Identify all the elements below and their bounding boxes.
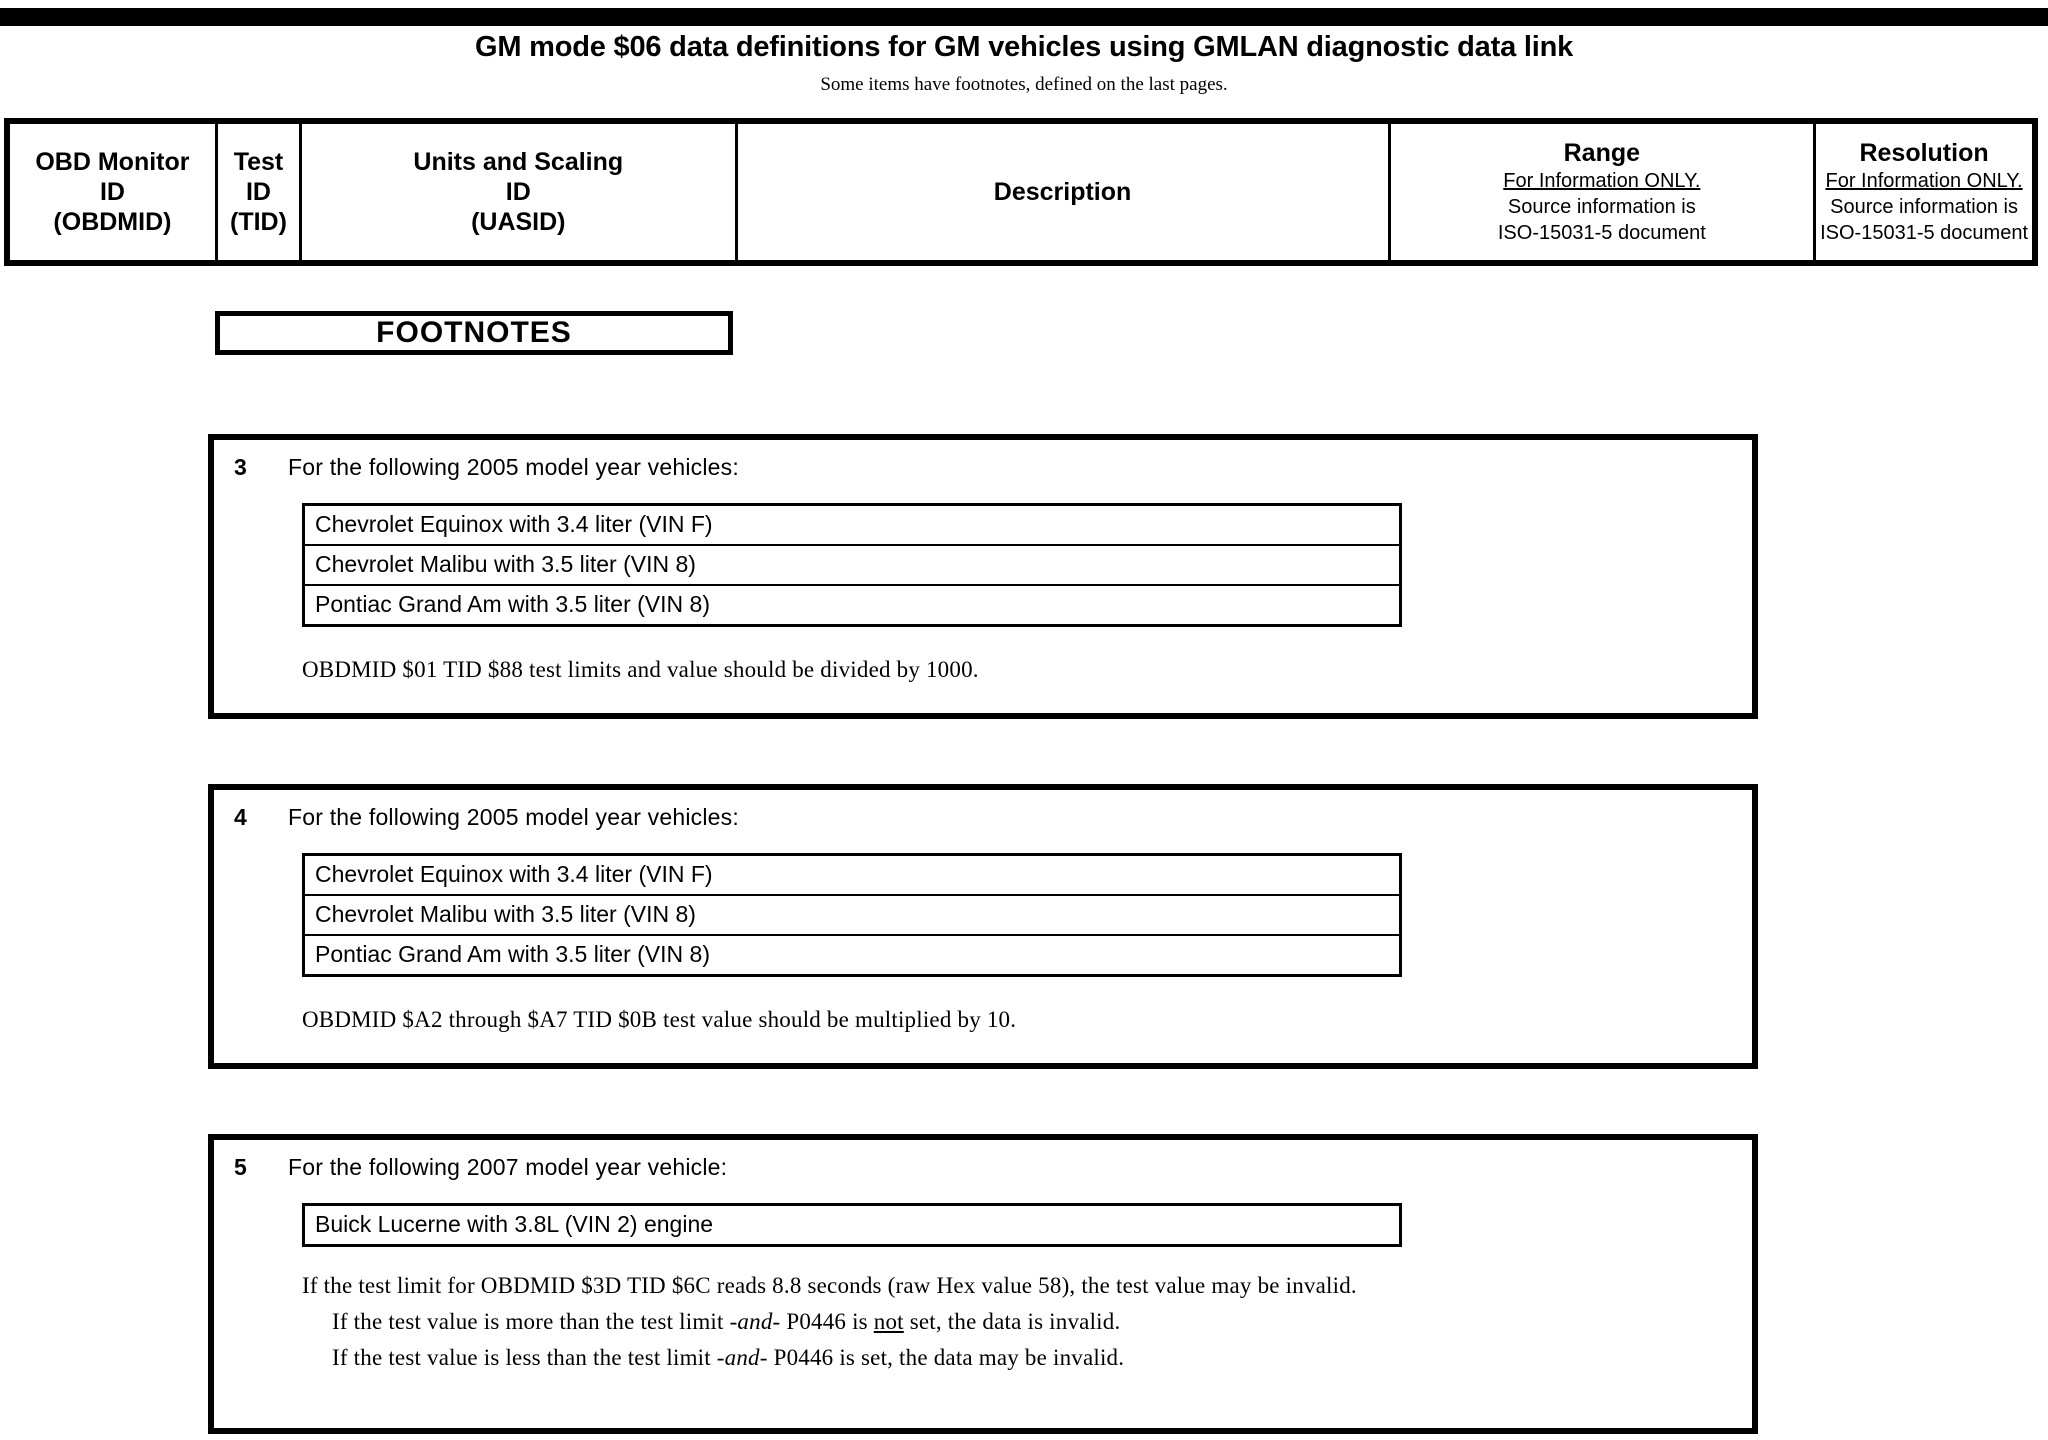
footnote-5-vehicle-1: Buick Lucerne with 3.8L (VIN 2) engine [315,1211,714,1237]
title-block: GM mode $06 data definitions for GM vehi… [0,30,2048,97]
column-header-tid: Test ID (TID) [218,124,303,260]
column-header-range: Range For Information ONLY. Source infor… [1391,124,1817,260]
footnote-3-number: 3 [234,454,247,480]
footnotes-section-label: FOOTNOTES [376,316,572,349]
column-header-range-line3: Source information is [1507,196,1696,218]
footnote-3-vehicle-3: Pontiac Grand Am with 3.5 liter (VIN 8) [315,591,710,617]
column-header-obdmid-line3: (OBDMID) [53,208,172,236]
footnote-block-4: 4 For the following 2005 model year vehi… [208,784,1758,1069]
footnote-3-vehicle-table: Chevrolet Equinox with 3.4 liter (VIN F)… [302,503,1402,627]
footnote-3-note: OBDMID $01 TID $88 test limits and value… [302,657,979,682]
page-title: GM mode $06 data definitions for GM vehi… [474,31,1574,63]
column-header-resolution-line4: ISO-15031-5 document [1820,222,2028,244]
footnote-5-note-line-2: If the test value is more than the test … [332,1307,1752,1337]
footnote-5-heading: 5 For the following 2007 model year vehi… [214,1140,1752,1181]
table-row: Chevrolet Equinox with 3.4 liter (VIN F) [303,854,1401,896]
table-row: Pontiac Grand Am with 3.5 liter (VIN 8) [304,585,1401,626]
footnote-block-3: 3 For the following 2005 model year vehi… [208,434,1758,719]
footnote-4-vehicle-1: Chevrolet Equinox with 3.4 liter (VIN F) [303,854,1401,896]
footnote-5-vehicle-table: Buick Lucerne with 3.8L (VIN 2) engine [302,1203,1402,1247]
footnote-5-note-line-3: If the test value is less than the test … [332,1343,1752,1373]
footnote-5-note-line-2-and: -and- [729,1309,781,1334]
footnote-4-heading: 4 For the following 2005 model year vehi… [214,790,1752,831]
footnote-5-note-line-2-not: not [873,1309,904,1334]
column-header-resolution-line3: Source information is [1830,196,2018,218]
top-black-bar [0,8,2048,26]
column-header-row: OBD Monitor ID (OBDMID) Test ID (TID) Un… [4,118,2038,266]
footnote-5-note-line-3-part-b: P0446 is set, the data may be invalid. [773,1345,1125,1370]
footnote-5-number: 5 [234,1154,247,1180]
footnote-5-heading-text: For the following 2007 model year vehicl… [288,1154,728,1180]
column-header-resolution: Resolution For Information ONLY. Source … [1816,124,2032,260]
column-header-tid-line2: ID [245,178,271,206]
footnote-5-note-line-3-part-a: If the test value is less than the test … [332,1345,711,1370]
footnote-5-note-line-3-and: -and- [716,1345,768,1370]
footnote-4-vehicle-table: Chevrolet Equinox with 3.4 liter (VIN F)… [302,853,1402,977]
footnote-3-vehicle-1: Chevrolet Equinox with 3.4 liter (VIN F) [303,504,1401,546]
footnote-4-note: OBDMID $A2 through $A7 TID $0B test valu… [302,1007,1017,1032]
column-header-description-label: Description [993,178,1132,206]
footnote-4-heading-text: For the following 2005 model year vehicl… [288,804,739,830]
table-row: Chevrolet Malibu with 3.5 liter (VIN 8) [303,545,1401,586]
footnote-5-note-line-2-part-b: P0446 is [786,1309,868,1334]
footnote-3-heading-text: For the following 2005 model year vehicl… [288,454,739,480]
column-header-obdmid: OBD Monitor ID (OBDMID) [10,124,218,260]
footnote-5-note-line-1: If the test limit for OBDMID $3D TID $6C… [302,1273,1357,1298]
column-header-uasid: Units and Scaling ID (UASID) [302,124,738,260]
column-header-obdmid-line2: ID [99,178,125,206]
column-header-tid-line1: Test [233,148,284,176]
column-header-resolution-line2: For Information ONLY. [1825,170,2023,192]
footnote-3-heading: 3 For the following 2005 model year vehi… [214,440,1752,481]
column-header-obdmid-line1: OBD Monitor [35,148,190,176]
column-header-uasid-line2: ID [505,178,531,206]
column-header-uasid-line3: (UASID) [471,208,566,236]
column-header-range-label: Range [1563,139,1641,167]
page-subtitle: Some items have footnotes, defined on th… [820,74,1228,95]
footnote-4-number: 4 [234,804,247,830]
footnote-5-note-line-2-part-a: If the test value is more than the test … [332,1309,724,1334]
table-row: Buick Lucerne with 3.8L (VIN 2) engine [304,1205,1401,1246]
table-row: Chevrolet Equinox with 3.4 liter (VIN F) [303,504,1401,546]
footnote-5-note-line-2-part-c: set, the data is invalid. [909,1309,1121,1334]
table-row: Pontiac Grand Am with 3.5 liter (VIN 8) [304,935,1401,976]
column-header-range-line4: ISO-15031-5 document [1497,222,1706,244]
column-header-resolution-label: Resolution [1859,139,1989,167]
column-header-range-line2: For Information ONLY. [1503,170,1701,192]
column-header-description: Description [738,124,1391,260]
footnote-block-5: 5 For the following 2007 model year vehi… [208,1134,1758,1434]
footnote-4-vehicle-2: Chevrolet Malibu with 3.5 liter (VIN 8) [303,895,1401,936]
footnote-4-vehicle-3: Pontiac Grand Am with 3.5 liter (VIN 8) [315,941,710,967]
footnotes-section-banner: FOOTNOTES [215,311,733,355]
footnote-3-vehicle-2: Chevrolet Malibu with 3.5 liter (VIN 8) [303,545,1401,586]
column-header-uasid-line1: Units and Scaling [413,148,624,176]
column-header-tid-line3: (TID) [230,208,287,236]
table-row: Chevrolet Malibu with 3.5 liter (VIN 8) [303,895,1401,936]
